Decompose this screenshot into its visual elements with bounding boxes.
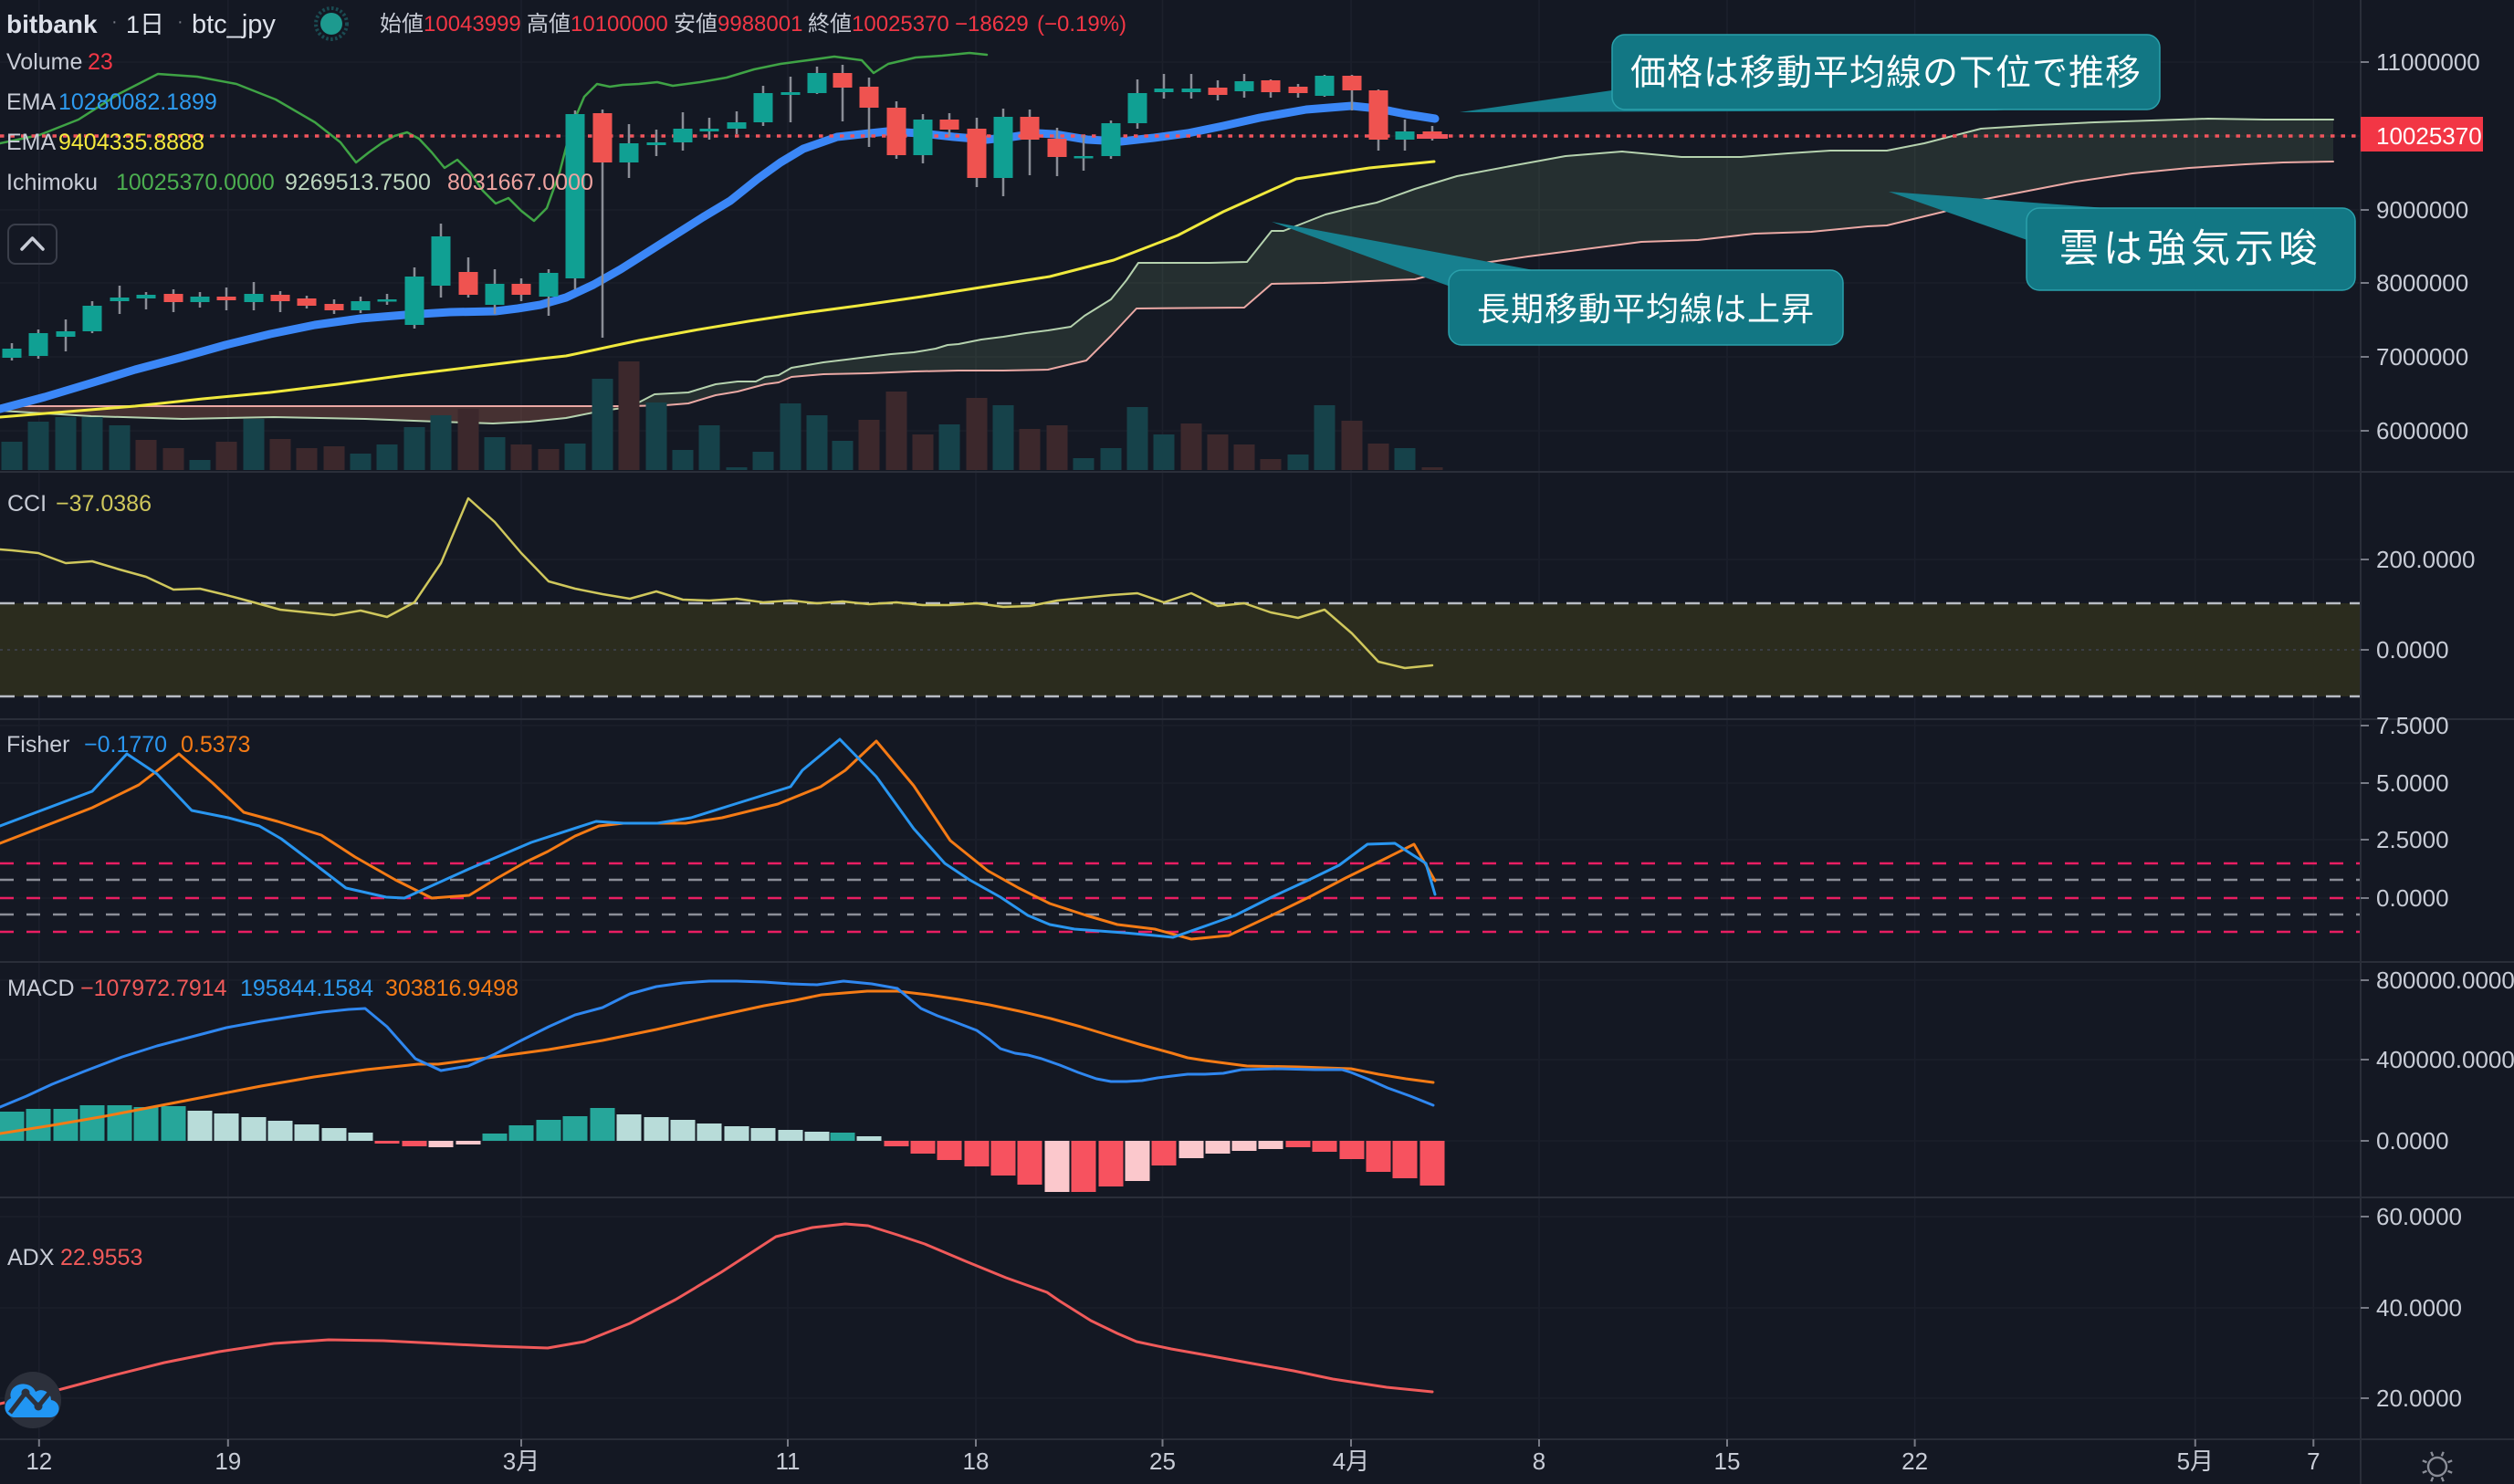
svg-text:11000000: 11000000 (2376, 48, 2480, 76)
svg-text:22: 22 (1901, 1447, 1928, 1475)
svg-text:MACD: MACD (7, 976, 75, 1001)
svg-text:9000000: 9000000 (2376, 196, 2468, 224)
svg-text:9988001: 9988001 (718, 12, 802, 37)
svg-text:·: · (177, 12, 183, 32)
svg-text:Fisher: Fisher (6, 732, 69, 758)
svg-text:始値: 始値 (380, 12, 424, 37)
svg-text:10280082.1899: 10280082.1899 (58, 89, 217, 115)
svg-text:12: 12 (26, 1447, 52, 1475)
svg-text:Volume: Volume (6, 49, 82, 75)
svg-text:9404335.8888: 9404335.8888 (58, 130, 204, 155)
svg-text:22.9553: 22.9553 (60, 1245, 142, 1270)
svg-text:高値: 高値 (527, 12, 571, 37)
svg-text:長期移動平均線は上昇: 長期移動平均線は上昇 (1477, 290, 1815, 328)
svg-text:0.0000: 0.0000 (2376, 636, 2449, 664)
svg-text:10025370.0000: 10025370.0000 (116, 170, 275, 195)
svg-text:終値: 終値 (808, 12, 852, 37)
svg-text:·: · (111, 12, 118, 32)
svg-text:40.0000: 40.0000 (2376, 1294, 2462, 1322)
svg-text:−37.0386: −37.0386 (56, 491, 152, 517)
svg-text:9269513.7500: 9269513.7500 (285, 170, 431, 195)
svg-text:18: 18 (963, 1447, 990, 1475)
svg-text:btc_jpy: btc_jpy (192, 10, 276, 39)
svg-text:19: 19 (215, 1447, 241, 1475)
svg-text:303816.9498: 303816.9498 (385, 976, 519, 1001)
svg-text:雲は強気示唆: 雲は強気示唆 (2059, 227, 2322, 271)
svg-text:5月: 5月 (2177, 1447, 2214, 1475)
svg-text:EMA: EMA (6, 89, 57, 115)
svg-text:2.5000: 2.5000 (2376, 826, 2449, 853)
svg-text:ADX: ADX (7, 1245, 55, 1270)
svg-text:CCI: CCI (7, 491, 47, 517)
svg-text:10043999: 10043999 (424, 12, 521, 37)
svg-text:200.0000: 200.0000 (2376, 546, 2475, 573)
svg-text:EMA: EMA (6, 130, 57, 155)
svg-text:8000000: 8000000 (2376, 269, 2468, 297)
svg-text:1日: 1日 (126, 11, 164, 38)
svg-text:8031667.0000: 8031667.0000 (447, 170, 593, 195)
svg-text:15: 15 (1714, 1447, 1741, 1475)
svg-text:10025370: 10025370 (852, 12, 949, 37)
svg-text:−0.1770: −0.1770 (84, 732, 167, 758)
svg-text:価格は移動平均線の下位で推移: 価格は移動平均線の下位で推移 (1630, 54, 2142, 93)
svg-text:(−0.19%): (−0.19%) (1037, 12, 1126, 37)
svg-text:0.0000: 0.0000 (2376, 884, 2449, 912)
svg-text:25: 25 (1149, 1447, 1176, 1475)
svg-text:10100000: 10100000 (571, 12, 668, 37)
svg-text:400000.0000: 400000.0000 (2376, 1046, 2514, 1073)
svg-text:10025370: 10025370 (2376, 122, 2482, 150)
svg-text:7000000: 7000000 (2376, 343, 2468, 371)
svg-text:5.0000: 5.0000 (2376, 769, 2449, 797)
svg-text:8: 8 (1533, 1447, 1545, 1475)
svg-text:800000.0000: 800000.0000 (2376, 967, 2514, 994)
svg-text:23: 23 (88, 49, 113, 75)
svg-text:6000000: 6000000 (2376, 417, 2468, 444)
svg-text:Ichimoku: Ichimoku (6, 170, 98, 195)
svg-text:0.5373: 0.5373 (181, 732, 250, 758)
svg-text:3月: 3月 (503, 1447, 539, 1475)
svg-text:0.0000: 0.0000 (2376, 1127, 2449, 1155)
svg-text:bitbank: bitbank (6, 10, 98, 38)
svg-text:−107972.7914: −107972.7914 (80, 976, 227, 1001)
svg-text:−18629: −18629 (955, 12, 1029, 37)
svg-text:7: 7 (2307, 1447, 2320, 1475)
svg-text:安値: 安値 (674, 12, 718, 37)
svg-text:195844.1584: 195844.1584 (240, 976, 373, 1001)
svg-text:7.5000: 7.5000 (2376, 712, 2449, 739)
svg-text:11: 11 (776, 1447, 801, 1475)
svg-text:20.0000: 20.0000 (2376, 1385, 2462, 1412)
svg-text:60.0000: 60.0000 (2376, 1203, 2462, 1230)
svg-text:4月: 4月 (1333, 1447, 1369, 1475)
